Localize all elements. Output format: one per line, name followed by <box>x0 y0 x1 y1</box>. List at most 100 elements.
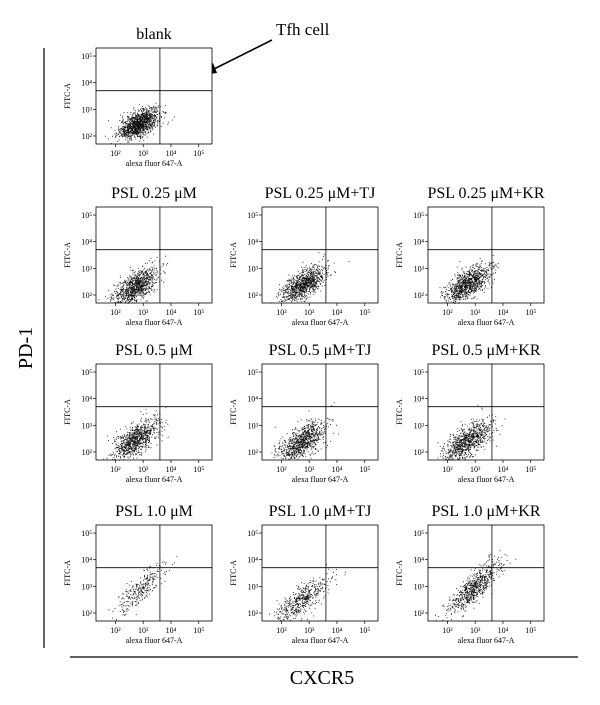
x-tick-label: 10⁵ <box>359 465 370 474</box>
y-tick-label: 10⁵ <box>81 368 92 377</box>
x-tick-label: 10³ <box>304 465 315 474</box>
y-tick-label: 10² <box>82 132 93 141</box>
y-tick-label: 10⁵ <box>247 368 258 377</box>
x-tick-label: 10⁵ <box>193 308 204 317</box>
y-axis-label: FITC-A <box>63 242 72 268</box>
x-tick-label: 10² <box>442 626 453 635</box>
y-axis-label: FITC-A <box>395 560 404 586</box>
x-tick-label: 10⁵ <box>525 308 536 317</box>
x-axis-label: alexa fluor 647-A <box>126 318 183 327</box>
x-tick-label: 10⁴ <box>166 149 177 158</box>
x-tick-label: 10² <box>110 465 121 474</box>
x-tick-label: 10³ <box>138 626 149 635</box>
y-axis-title: PD-1 <box>15 327 37 369</box>
x-axis-label: alexa fluor 647-A <box>126 159 183 168</box>
y-tick-label: 10² <box>248 609 259 618</box>
y-tick-label: 10³ <box>248 582 259 591</box>
x-tick-label: 10⁴ <box>166 626 177 635</box>
x-axis-label: alexa fluor 647-A <box>292 636 349 645</box>
y-tick-label: 10³ <box>82 105 93 114</box>
y-tick-label: 10⁵ <box>81 529 92 538</box>
x-axis-label: alexa fluor 647-A <box>458 318 515 327</box>
x-tick-label: 10² <box>442 308 453 317</box>
y-axis-label: FITC-A <box>395 242 404 268</box>
x-tick-label: 10³ <box>470 308 481 317</box>
y-tick-label: 10⁴ <box>81 79 92 88</box>
plot-frame <box>427 206 545 304</box>
x-tick-label: 10⁴ <box>498 308 509 317</box>
y-tick-label: 10² <box>414 291 425 300</box>
y-tick-label: 10⁵ <box>413 211 424 220</box>
scatter-points <box>439 255 499 304</box>
x-tick-label: 10² <box>110 626 121 635</box>
x-tick-label: 10³ <box>304 308 315 317</box>
y-tick-label: 10³ <box>248 264 259 273</box>
x-tick-label: 10⁵ <box>193 149 204 158</box>
x-tick-label: 10⁴ <box>332 626 343 635</box>
y-tick-label: 10² <box>248 291 259 300</box>
x-tick-label: 10⁴ <box>498 626 509 635</box>
y-tick-label: 10⁴ <box>247 238 258 247</box>
panel-title: PSL 1.0 μM <box>115 503 193 520</box>
x-tick-label: 10² <box>110 308 121 317</box>
y-tick-label: 10⁴ <box>413 556 424 565</box>
x-tick-label: 10³ <box>304 626 315 635</box>
x-axis-label: alexa fluor 647-A <box>292 475 349 484</box>
scatter-points <box>103 407 169 461</box>
y-tick-label: 10³ <box>414 421 425 430</box>
panel: PSL 0.25 μM+TJ 10² 10² 10³ 10³ 10⁴ 10⁴ 10⁵ 10⁵ al… <box>229 185 379 327</box>
x-tick-label: 10³ <box>138 465 149 474</box>
y-tick-label: 10⁴ <box>247 556 258 565</box>
plot-frame <box>427 524 545 622</box>
panel: blank 10² 10² 10³ 10³ 10⁴ 10⁴ 10⁵ 10⁵ alexa fluor… <box>63 26 213 168</box>
x-tick-label: 10³ <box>138 308 149 317</box>
panel-title: PSL 0.5 μM+TJ <box>269 342 372 359</box>
y-tick-label: 10⁵ <box>247 529 258 538</box>
x-axis-label: alexa fluor 647-A <box>458 475 515 484</box>
y-tick-label: 10³ <box>414 264 425 273</box>
y-tick-label: 10⁴ <box>81 238 92 247</box>
y-tick-label: 10⁴ <box>413 395 424 404</box>
x-tick-label: 10⁴ <box>166 308 177 317</box>
x-tick-label: 10² <box>110 149 121 158</box>
scatter-points <box>108 556 178 621</box>
y-tick-label: 10⁵ <box>81 211 92 220</box>
plot-frame <box>261 363 379 461</box>
y-tick-label: 10³ <box>248 421 259 430</box>
y-tick-label: 10⁴ <box>247 395 258 404</box>
y-axis-label: FITC-A <box>63 560 72 586</box>
scatter-points <box>271 252 350 304</box>
panel-title: PSL 1.0 μM+KR <box>431 503 540 520</box>
x-axis-label: alexa fluor 647-A <box>458 636 515 645</box>
y-tick-label: 10⁵ <box>413 529 424 538</box>
y-axis-label: FITC-A <box>63 399 72 425</box>
panel-title: PSL 0.25 μM <box>111 185 197 202</box>
y-tick-label: 10³ <box>82 264 93 273</box>
x-axis-title: CXCR5 <box>290 667 354 689</box>
x-tick-label: 10⁵ <box>193 626 204 635</box>
scatter-points <box>271 402 339 461</box>
x-tick-label: 10⁵ <box>525 465 536 474</box>
scatter-points <box>98 255 169 304</box>
y-tick-label: 10⁵ <box>81 52 92 61</box>
panel: PSL 1.0 μM+KR 10² 10² 10³ 10³ 10⁴ 10⁴ 10⁵ 10⁵ ale… <box>395 503 545 645</box>
x-tick-label: 10⁵ <box>359 626 370 635</box>
panel: PSL 1.0 μM 10² 10² 10³ 10³ 10⁴ 10⁴ 10⁵ 10⁵ alexa … <box>63 503 213 645</box>
y-tick-label: 10² <box>414 609 425 618</box>
y-tick-label: 10² <box>82 609 93 618</box>
x-tick-label: 10⁵ <box>193 465 204 474</box>
tfh-arrow-shaft <box>211 39 273 71</box>
y-tick-label: 10² <box>82 291 93 300</box>
panel-title: PSL 0.5 μM <box>115 342 193 359</box>
y-axis-label: FITC-A <box>395 399 404 425</box>
x-tick-label: 10³ <box>470 465 481 474</box>
y-tick-label: 10⁴ <box>81 556 92 565</box>
y-axis-label: FITC-A <box>229 560 238 586</box>
plot-frame <box>95 524 213 622</box>
y-tick-label: 10² <box>82 448 93 457</box>
y-tick-label: 10⁵ <box>247 211 258 220</box>
panel: PSL 1.0 μM+TJ 10² 10² 10³ 10³ 10⁴ 10⁴ 10⁵ 10⁵ ale… <box>229 503 379 645</box>
scatter-points <box>269 564 346 622</box>
plot-frame <box>427 363 545 461</box>
